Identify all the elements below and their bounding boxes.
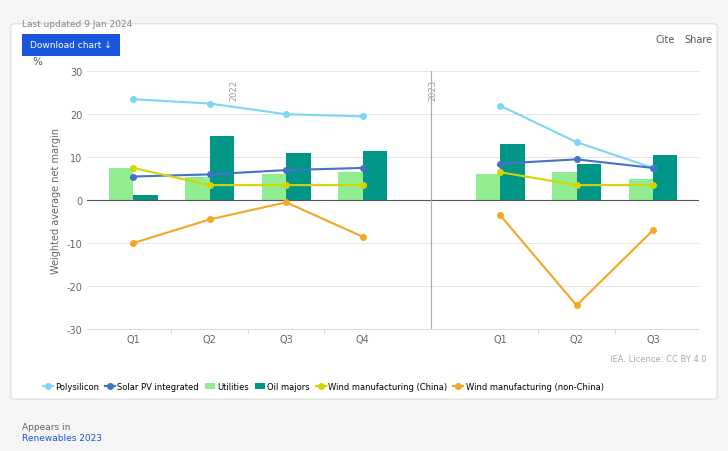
Text: IEA. Licence: CC BY 4.0: IEA. Licence: CC BY 4.0 — [609, 354, 706, 363]
Text: Cite: Cite — [655, 35, 675, 45]
Bar — [210, 136, 234, 201]
Bar — [133, 196, 158, 201]
Bar — [286, 153, 311, 201]
Text: 2022: 2022 — [229, 80, 239, 101]
Y-axis label: Weighted average net margin: Weighted average net margin — [51, 128, 61, 274]
Text: Last updated 9 Jan 2024: Last updated 9 Jan 2024 — [22, 20, 132, 29]
Bar — [552, 173, 577, 201]
Bar — [577, 164, 601, 201]
Legend: Polysilicon, Solar PV integrated, Utilities, Oil majors, Wind manufacturing (Chi: Polysilicon, Solar PV integrated, Utilit… — [43, 382, 604, 391]
Text: %: % — [32, 57, 42, 67]
Bar — [261, 175, 286, 201]
Text: 2023: 2023 — [428, 80, 438, 101]
Bar — [475, 175, 500, 201]
Text: Appears in: Appears in — [22, 422, 70, 431]
Text: Renewables 2023: Renewables 2023 — [22, 433, 102, 442]
Bar — [108, 169, 133, 201]
Bar — [338, 173, 363, 201]
Bar — [653, 156, 678, 201]
Bar — [500, 145, 525, 201]
Bar — [185, 177, 210, 201]
Bar — [628, 179, 653, 201]
Text: Download chart ↓: Download chart ↓ — [30, 41, 112, 50]
Bar — [363, 152, 387, 201]
Text: Share: Share — [684, 35, 713, 45]
